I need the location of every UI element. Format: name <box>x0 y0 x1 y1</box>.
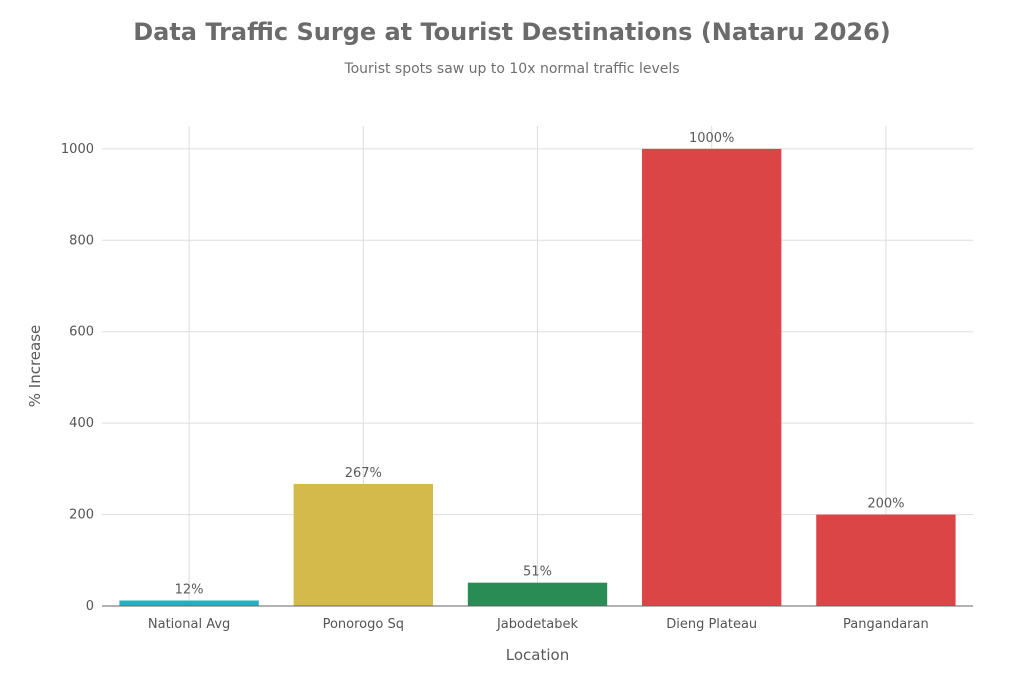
y-tick-label: 400 <box>69 416 94 431</box>
bar-series <box>119 148 956 606</box>
y-axis-title: % Increase <box>26 325 44 408</box>
x-tick-label: Jabodetabek <box>496 617 579 632</box>
data-label: 267% <box>345 466 382 481</box>
x-tick-label: National Avg <box>148 617 230 632</box>
x-tick-labels: National Avg Ponorogo Sq Jabodetabek Dieng … <box>148 617 929 632</box>
y-tick-label: 0 <box>86 599 94 614</box>
bar <box>293 483 433 606</box>
y-tick-label: 200 <box>69 508 94 523</box>
data-label: 200% <box>867 497 904 512</box>
bar <box>119 600 259 606</box>
data-label: 1000% <box>689 131 734 146</box>
x-tick-label: Pangandaran <box>843 617 929 632</box>
y-tick-label: 1000 <box>61 142 94 157</box>
chart-subtitle: Tourist spots saw up to 10x normal traff… <box>344 61 680 77</box>
data-label: 12% <box>175 583 204 598</box>
y-tick-label: 800 <box>69 233 94 248</box>
x-tick-label: Dieng Plateau <box>666 617 757 632</box>
chart-title: Data Traffic Surge at Tourist Destinatio… <box>133 18 891 46</box>
bar <box>816 514 956 606</box>
data-labels: 12% 267% 51% 1000% 200% <box>175 131 905 598</box>
y-tick-labels: 0 200 400 600 800 1000 <box>61 142 94 614</box>
bar <box>467 582 608 606</box>
bar <box>642 148 782 606</box>
x-axis-title: Location <box>506 646 569 664</box>
x-tick-label: Ponorogo Sq <box>323 617 404 632</box>
y-tick-label: 600 <box>69 325 94 340</box>
data-label: 51% <box>523 565 552 580</box>
